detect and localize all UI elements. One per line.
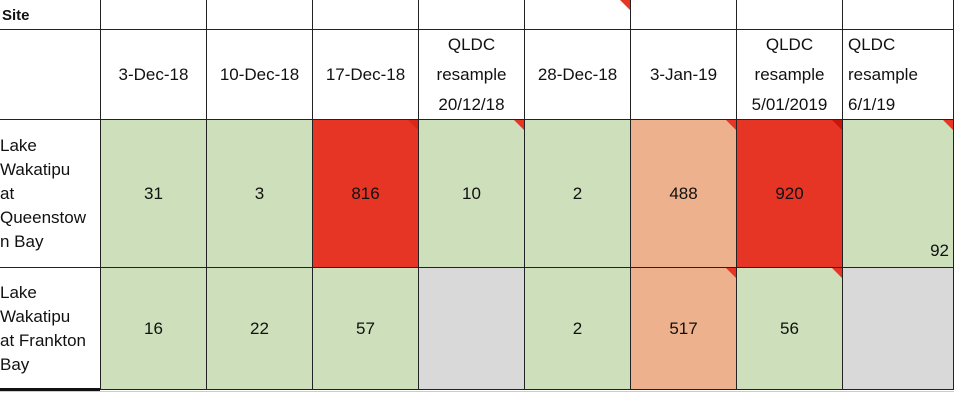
comment-indicator-icon xyxy=(832,268,842,278)
cell-value: 22 xyxy=(250,318,269,338)
cell-value: 2 xyxy=(572,318,583,338)
column-header[interactable]: 17-Dec-18 xyxy=(313,30,419,120)
cell-value: 517 xyxy=(669,318,698,338)
cell-value: 3 xyxy=(254,183,265,203)
cell-value: 816 xyxy=(351,183,380,203)
value-cell[interactable]: 488 xyxy=(631,120,737,268)
cell-value: 488 xyxy=(669,183,698,203)
cell-value: 920 xyxy=(775,183,804,203)
cell-value: 92 xyxy=(930,241,949,260)
row-divider xyxy=(0,388,100,391)
cell-value: 16 xyxy=(144,318,163,338)
comment-indicator-icon xyxy=(408,120,418,130)
comment-indicator-icon xyxy=(726,120,736,130)
cell-value: 31 xyxy=(144,183,163,203)
value-cell[interactable]: 920 xyxy=(737,120,843,268)
header-blank-cell[interactable] xyxy=(631,0,737,30)
column-header[interactable]: QLDC resample 5/01/2019 xyxy=(737,30,843,120)
value-cell[interactable]: 2 xyxy=(525,268,631,390)
column-header[interactable]: 3-Dec-18 xyxy=(101,30,207,120)
header-blank-cell[interactable] xyxy=(525,0,631,30)
header-blank-cell[interactable] xyxy=(207,0,313,30)
site-header-label: Site xyxy=(2,7,30,24)
cell-value: 56 xyxy=(780,318,799,338)
column-header[interactable]: QLDC resample 20/12/18 xyxy=(419,30,525,120)
comment-indicator-icon xyxy=(620,0,630,10)
value-cell[interactable]: 517 xyxy=(631,268,737,390)
header-blank-cell[interactable] xyxy=(737,0,843,30)
value-cell[interactable]: 31 xyxy=(101,120,207,268)
value-cell[interactable]: 16 xyxy=(101,268,207,390)
site-name-cell[interactable]: Lake Wakatipu at Queenstow n Bay xyxy=(0,120,101,268)
comment-indicator-icon xyxy=(943,120,953,130)
value-cell[interactable]: 3 xyxy=(207,120,313,268)
column-header[interactable]: 28-Dec-18 xyxy=(525,30,631,120)
header-blank-cell[interactable] xyxy=(843,0,954,30)
value-cell[interactable] xyxy=(419,268,525,390)
header-blank-cell[interactable] xyxy=(313,0,419,30)
value-cell[interactable]: 56 xyxy=(737,268,843,390)
value-cell[interactable]: 2 xyxy=(525,120,631,268)
value-cell[interactable]: 816 xyxy=(313,120,419,268)
grid-bottom-line xyxy=(0,391,954,392)
value-cell[interactable]: 92 xyxy=(843,120,954,268)
cell-value: 10 xyxy=(462,183,481,203)
site-column-header[interactable] xyxy=(0,30,101,120)
comment-indicator-icon xyxy=(832,120,842,130)
header-blank-cell[interactable] xyxy=(101,0,207,30)
cell-value: 57 xyxy=(356,318,375,338)
value-cell[interactable]: 10 xyxy=(419,120,525,268)
column-header[interactable]: QLDC resample 6/1/19 xyxy=(843,30,954,120)
site-header-cell[interactable]: Site xyxy=(0,0,101,30)
value-cell[interactable]: 57 xyxy=(313,268,419,390)
site-name-cell[interactable]: Lake Wakatipu at Frankton Bay xyxy=(0,268,101,390)
column-header[interactable]: 3-Jan-19 xyxy=(631,30,737,120)
value-cell[interactable] xyxy=(843,268,954,390)
comment-indicator-icon xyxy=(514,120,524,130)
comment-indicator-icon xyxy=(726,268,736,278)
column-header[interactable]: 10-Dec-18 xyxy=(207,30,313,120)
cell-value: 2 xyxy=(572,183,583,203)
value-cell[interactable]: 22 xyxy=(207,268,313,390)
header-blank-cell[interactable] xyxy=(419,0,525,30)
